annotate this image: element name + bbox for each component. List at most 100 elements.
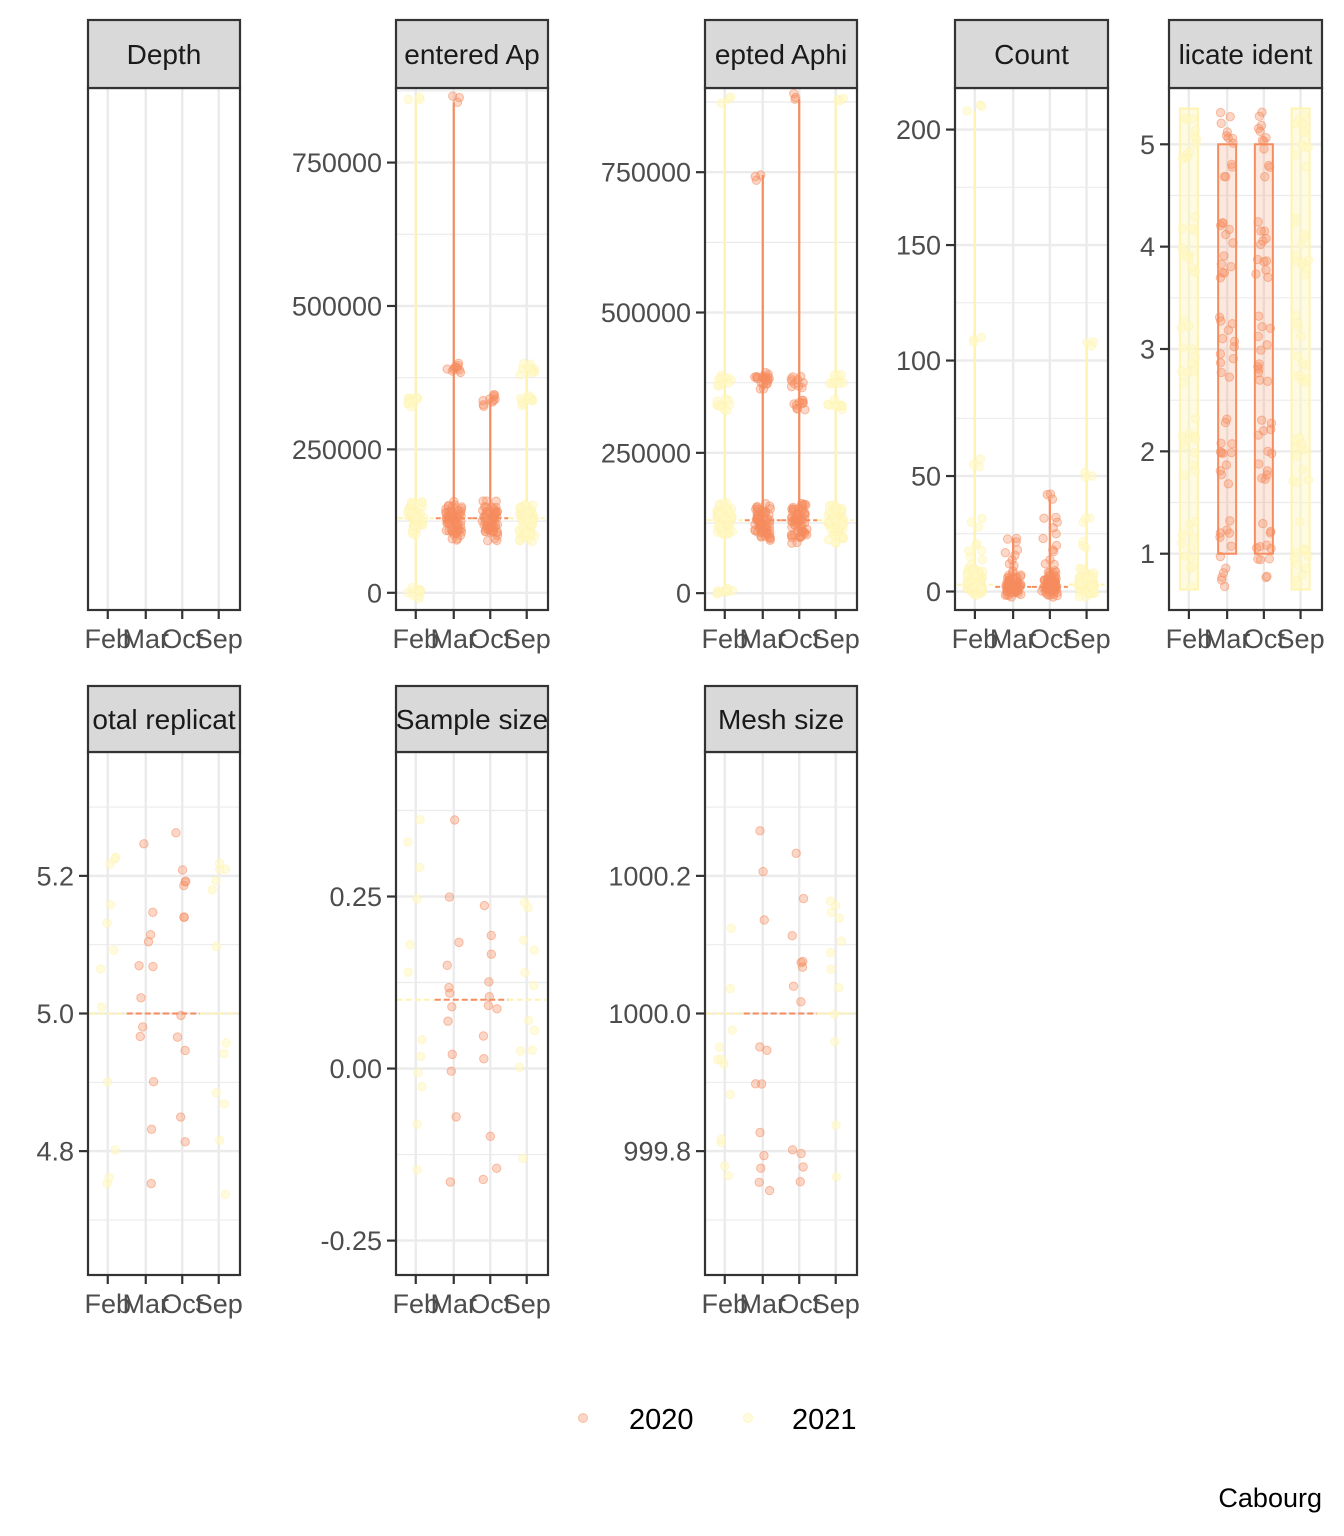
data-point <box>792 403 802 414</box>
data-point <box>1255 375 1265 385</box>
y-tick-label: 3 <box>1140 335 1155 365</box>
data-point <box>1293 370 1304 381</box>
data-point <box>1291 548 1302 558</box>
strip-label: Mesh size <box>718 704 844 735</box>
x-tick-label: Oct <box>161 624 204 654</box>
data-point <box>484 977 494 987</box>
data-point <box>787 1145 798 1155</box>
y-tick-label: 5.2 <box>36 861 74 891</box>
data-point <box>973 522 984 532</box>
data-point <box>1254 311 1264 321</box>
x-tick-label: Mar <box>123 624 170 654</box>
y-tick-label: 0 <box>926 577 941 607</box>
data-point <box>1016 570 1026 580</box>
data-point <box>447 508 458 518</box>
data-point <box>485 1131 496 1142</box>
data-point <box>1228 138 1238 148</box>
panel-data <box>1176 107 1314 592</box>
data-point <box>1225 111 1235 122</box>
data-point <box>1086 573 1096 583</box>
data-point <box>834 913 844 923</box>
data-point <box>442 518 452 528</box>
data-point <box>1221 229 1231 240</box>
data-point <box>1229 342 1239 352</box>
data-point <box>207 885 217 895</box>
data-point <box>1295 331 1306 341</box>
data-point <box>406 497 417 507</box>
data-point <box>1015 579 1026 589</box>
x-tick-label: Mar <box>123 1289 170 1319</box>
data-point <box>446 1066 456 1076</box>
data-point <box>483 1000 494 1011</box>
data-point <box>755 1042 765 1052</box>
data-point <box>211 941 222 952</box>
data-point <box>758 866 768 877</box>
x-tick-label: Feb <box>392 624 439 654</box>
data-point <box>176 1010 186 1021</box>
data-point <box>179 912 189 922</box>
data-point <box>1176 243 1187 253</box>
x-tick-label: Oct <box>161 1289 204 1319</box>
data-point <box>975 454 986 464</box>
data-point <box>764 1185 775 1196</box>
data-point <box>145 930 156 940</box>
data-point <box>102 918 112 928</box>
data-point <box>1294 433 1304 443</box>
data-point <box>102 1077 113 1087</box>
strip-background <box>394 18 550 90</box>
x-tick-label: Sep <box>812 1289 860 1319</box>
x-tick-label: Sep <box>195 1289 243 1319</box>
strip-background <box>86 18 242 90</box>
data-point <box>838 93 849 104</box>
data-point <box>971 538 982 549</box>
data-point <box>417 1082 427 1092</box>
data-point <box>1219 251 1229 261</box>
data-point <box>449 815 460 825</box>
data-point <box>969 337 979 347</box>
data-point <box>798 1162 808 1172</box>
strip-label: entered Ap <box>404 39 539 70</box>
data-point <box>1293 579 1303 590</box>
data-point <box>143 937 154 947</box>
data-point <box>447 1049 457 1060</box>
x-tick-label: Sep <box>1277 624 1325 654</box>
data-point <box>1254 359 1264 369</box>
data-point <box>800 404 810 415</box>
data-point <box>415 862 425 873</box>
data-point <box>714 1042 725 1052</box>
data-point <box>1189 533 1199 544</box>
data-point <box>139 839 149 849</box>
data-point <box>977 554 988 565</box>
data-point <box>765 532 775 543</box>
data-point <box>1301 161 1311 172</box>
data-point <box>486 949 497 959</box>
x-tick-label: Feb <box>1166 624 1213 654</box>
data-point <box>1256 345 1266 355</box>
data-point <box>1191 139 1201 149</box>
data-point <box>976 101 987 112</box>
data-point <box>1263 272 1273 282</box>
data-point <box>479 900 490 911</box>
data-point <box>793 509 803 519</box>
y-tick-label: 0 <box>676 579 691 609</box>
data-point <box>727 1025 738 1035</box>
data-point <box>448 91 458 101</box>
x-tick-label: Sep <box>1063 624 1111 654</box>
y-tick-label: 999.8 <box>623 1137 691 1167</box>
x-tick-label: Mar <box>1204 624 1251 654</box>
data-point <box>1221 460 1232 470</box>
data-point <box>1299 229 1309 240</box>
y-tick-label: 1000.0 <box>608 999 691 1029</box>
data-point <box>1086 341 1097 351</box>
data-point <box>725 92 736 102</box>
y-tick-label: 50 <box>911 462 941 492</box>
data-point <box>1000 548 1011 558</box>
data-point <box>788 981 799 991</box>
data-point <box>109 945 119 955</box>
data-point <box>825 948 836 958</box>
data-point <box>830 515 841 526</box>
data-point <box>403 94 413 105</box>
data-point <box>1292 477 1302 487</box>
